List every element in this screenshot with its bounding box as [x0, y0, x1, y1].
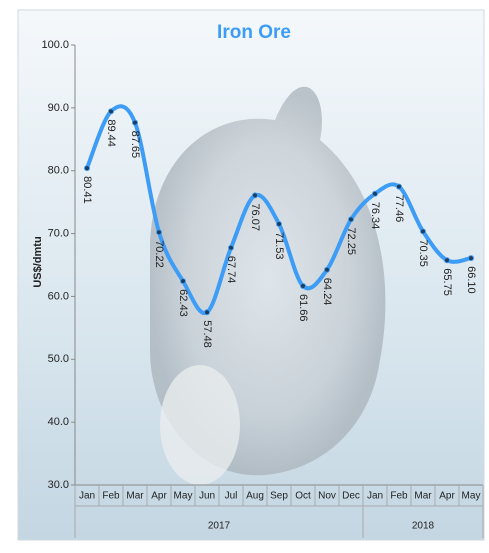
x-tick-label: Jan — [367, 491, 383, 502]
y-tick-label: 80.0 — [48, 165, 69, 177]
point — [204, 309, 210, 316]
x-tick-label: Oct — [295, 491, 311, 502]
point — [228, 244, 234, 251]
point — [252, 192, 258, 199]
y-tick-label: 50.0 — [48, 353, 69, 365]
data-label: 89.44 — [105, 119, 117, 147]
data-label: 57.48 — [201, 320, 213, 348]
chart-title: Iron Ore — [217, 22, 291, 43]
point — [132, 119, 138, 126]
data-label: 76.07 — [249, 203, 261, 231]
line — [85, 104, 472, 316]
x-tick-label: Mar — [414, 491, 432, 502]
y-tick-label: 100.0 — [41, 39, 69, 51]
data-label: 65.75 — [441, 268, 453, 296]
point — [444, 257, 450, 264]
point — [156, 229, 162, 236]
x-tick-label: Sep — [270, 491, 288, 502]
point — [84, 165, 90, 172]
x-tick-label: Feb — [390, 491, 408, 502]
group-label: 2018 — [412, 521, 435, 532]
point — [108, 108, 114, 115]
data-label: 64.24 — [321, 278, 333, 306]
y-tick-label: 90.0 — [48, 102, 69, 114]
data-label: 80.41 — [81, 176, 93, 204]
point — [300, 282, 306, 289]
data-label: 77.46 — [393, 195, 405, 223]
x-tick-label: Jul — [225, 491, 238, 502]
y-tick-label: 70.0 — [48, 227, 69, 239]
x-tick-label: Jun — [199, 491, 215, 502]
x-tick-label: Apr — [151, 491, 167, 502]
x-tick-label: Jan — [79, 491, 95, 502]
data-label: 67.74 — [225, 256, 237, 284]
data-label: 76.34 — [369, 202, 381, 230]
point — [372, 190, 378, 197]
y-axis-title: US$/dmtu — [32, 236, 44, 287]
point — [276, 220, 282, 227]
x-tick-label: Apr — [439, 491, 455, 502]
x-tick-label: Nov — [318, 491, 336, 502]
y-tick-label: 30.0 — [48, 479, 69, 491]
data-label: 66.10 — [465, 266, 477, 294]
point — [348, 216, 354, 223]
x-tick-label: Feb — [102, 491, 120, 502]
data-label: 87.65 — [129, 131, 141, 159]
data-label: 71.53 — [273, 232, 285, 260]
y-tick-label: 40.0 — [48, 416, 69, 428]
y-tick-label: 60.0 — [48, 290, 69, 302]
group-label: 2017 — [208, 521, 231, 532]
data-label: 70.35 — [417, 239, 429, 267]
point — [396, 183, 402, 190]
data-label: 70.22 — [153, 240, 165, 268]
x-tick-label: Aug — [246, 491, 264, 502]
x-tick-label: May — [462, 491, 481, 502]
x-tick-label: Dec — [342, 491, 360, 502]
data-label: 61.66 — [297, 294, 309, 322]
data-label: 72.25 — [345, 227, 357, 255]
x-tick-label: May — [174, 491, 193, 502]
point — [324, 266, 330, 273]
x-tick-label: Mar — [126, 491, 144, 502]
data-label: 62.43 — [177, 289, 189, 317]
background-image — [160, 365, 240, 485]
point — [420, 228, 426, 235]
point — [468, 255, 474, 262]
point — [180, 278, 186, 285]
